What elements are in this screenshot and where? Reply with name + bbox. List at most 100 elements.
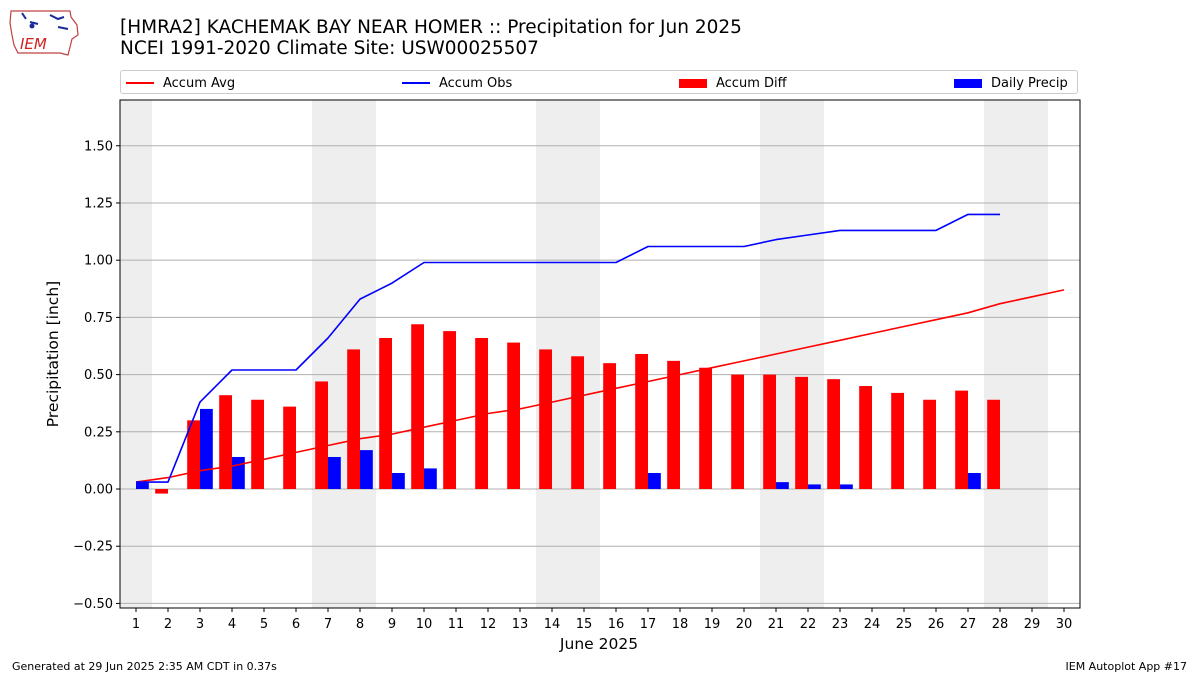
weekend-shading [120,100,1048,608]
x-tick-label: 21 [768,617,785,632]
iowa-outline-icon [9,10,79,56]
bar-accum-diff-18 [667,360,680,490]
bar-accum-diff-5 [251,399,264,490]
y-tick-label: −0.50 [73,597,113,612]
legend-label-accum-avg: Accum Avg [163,75,236,91]
y-tick-label: 0.75 [84,311,113,326]
x-tick-label: 26 [928,617,945,632]
legend-swatch-accum-avg [126,82,154,84]
legend-swatch-accum-obs [402,82,430,84]
weekend-shade-1 [120,100,152,608]
x-tick-label: 12 [480,617,497,632]
weather-symbols-icon [21,12,69,30]
weekend-shade-15 [568,100,600,608]
bar-daily-precip-8 [360,450,373,490]
bar-accum-diff-27 [955,390,968,490]
chart-title: [HMRA2] KACHEMAK BAY NEAR HOMER :: Preci… [120,17,742,59]
bar-daily-precip-10 [424,468,437,490]
bar-accum-diff-23 [827,379,840,490]
x-axis-label: June 2025 [559,635,638,653]
x-tick-label: 23 [832,617,849,632]
y-ticks: −0.50 −0.25 0.00 0.25 0.50 0.75 1.00 1.25 1.50 [73,139,120,612]
x-tick-label: 6 [292,617,300,632]
y-tick-label: −0.25 [73,540,113,555]
bar-accum-diff-17 [635,354,648,490]
x-tick-label: 24 [864,617,881,632]
y-tick-label: 0.25 [84,425,113,440]
bar-daily-precip-7 [328,456,341,490]
bar-accum-diff-9 [379,337,392,490]
weekend-shade-22 [792,100,824,608]
weekend-shade-29 [1016,100,1048,608]
plot-frame [119,99,1081,609]
legend-label-daily-precip: Daily Precip [991,75,1068,91]
y-axis-label: Precipitation [inch] [44,281,62,427]
legend-label-accum-obs: Accum Obs [439,75,513,91]
x-tick-label: 4 [228,617,236,632]
x-tick-label: 15 [576,617,593,632]
title-line-2: NCEI 1991-2020 Climate Site: USW00025507 [120,38,539,59]
bar-accum-diff-2 [155,489,168,494]
x-tick-label: 5 [260,617,268,632]
x-tick-label: 10 [416,617,433,632]
bar-accum-diff-16 [603,363,616,490]
x-tick-label: 11 [448,617,465,632]
bar-accum-diff-26 [923,399,936,490]
x-tick-label: 27 [960,617,977,632]
bar-accum-diff-21 [763,374,776,490]
legend-item-accum-diff: Accum Diff [679,74,787,92]
weekend-shade-7 [312,100,344,608]
bar-accum-diff-13 [507,342,520,490]
x-tick-label: 7 [324,617,332,632]
bar-daily-precip-1 [136,482,149,490]
y-tick-label: 1.25 [84,196,113,211]
bar-accum-diff-15 [571,356,584,490]
y-tick-label: 0.00 [84,483,113,498]
bar-accum-diff-7 [315,381,328,490]
bar-accum-diff-8 [347,349,360,490]
bar-accum-diff-6 [283,406,296,490]
legend-item-daily-precip: Daily Precip [954,74,1068,92]
bar-accum-diff-25 [891,392,904,490]
bar-daily-precip-23 [840,484,853,490]
x-tick-label: 9 [388,617,396,632]
x-tick-label: 28 [992,617,1009,632]
bar-daily-precip-4 [232,456,245,490]
bar-daily-precip-3 [200,408,213,490]
line-accum-obs [136,213,1000,483]
bar-accum-diff-28 [987,399,1000,490]
footer-app: IEM Autoplot App #17 [1065,660,1188,673]
bar-accum-diff-24 [859,386,872,490]
footer-generated: Generated at 29 Jun 2025 2:35 AM CDT in … [12,660,277,673]
x-tick-label: 2 [164,617,172,632]
legend-swatch-daily-precip [954,78,982,88]
x-tick-label: 13 [512,617,529,632]
bar-daily-precip-21 [776,482,789,490]
x-tick-label: 19 [704,617,721,632]
title-line-1: [HMRA2] KACHEMAK BAY NEAR HOMER :: Preci… [120,17,742,38]
x-tick-label: 30 [1056,617,1073,632]
bar-accum-diff-10 [411,324,424,490]
legend: Accum Avg Accum Obs Accum Diff Daily Pre… [120,70,1078,94]
legend-item-accum-obs: Accum Obs [402,74,512,92]
bar-daily-precip-22 [808,484,821,490]
line-accum-avg [135,289,1065,483]
weekend-shade-28 [984,100,1016,608]
x-ticks: 1 2 3 4 5 6 7 8 9 10 11 12 13 14 15 16 17 18 19 20 21 22 23 24 2… [132,608,1072,632]
x-tick-label: 22 [800,617,817,632]
bar-accum-diff-20 [731,374,744,490]
legend-swatch-accum-diff [679,78,707,88]
bar-accum-diff-11 [443,331,456,490]
legend-label-accum-diff: Accum Diff [716,75,787,91]
x-tick-label: 29 [1024,617,1041,632]
bar-daily-precip-17 [648,472,661,490]
bar-accum-diff-19 [699,367,712,490]
bar-accum-diff-14 [539,349,552,490]
y-tick-label: 0.50 [84,368,113,383]
logo-text: IEM [20,35,47,53]
bar-accum-diff-4 [219,395,232,490]
x-tick-label: 17 [640,617,657,632]
bar-accum-diff-22 [795,376,808,490]
lines [135,213,1065,483]
